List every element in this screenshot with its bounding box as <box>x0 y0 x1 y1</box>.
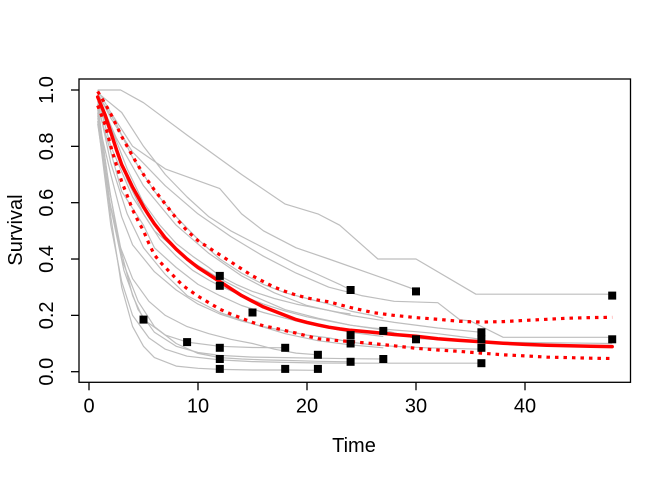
y-tick-label: 0.4 <box>36 245 58 273</box>
y-tick-label: 0.8 <box>36 132 58 160</box>
y-tick-label: 0.0 <box>36 358 58 386</box>
censor-mark <box>608 335 617 344</box>
y-tick-label: 0.2 <box>36 301 58 329</box>
individual-survival-curve <box>97 95 482 333</box>
censor-mark <box>139 315 148 324</box>
individual-survival-curve <box>97 112 318 371</box>
censor-mark <box>379 326 388 335</box>
censor-mark <box>608 291 617 300</box>
x-tick-label: 0 <box>83 395 94 417</box>
x-tick-label: 20 <box>296 395 318 417</box>
individual-survival-curve <box>97 118 482 350</box>
individual-survival-curve <box>97 101 384 349</box>
individual-survival-curve <box>97 89 613 295</box>
censor-mark <box>215 343 224 352</box>
censor-mark <box>477 359 486 368</box>
upper-ci-line <box>96 90 613 324</box>
individual-survival-curve <box>97 92 613 338</box>
x-tick-label: 40 <box>514 395 536 417</box>
plot-border <box>78 78 632 383</box>
individual-survival-curve <box>97 123 318 356</box>
individual-survival-curve <box>97 98 351 315</box>
censor-mark <box>346 339 355 348</box>
censor-mark <box>313 350 322 359</box>
individual-survival-curve <box>97 92 351 291</box>
censor-mark <box>346 286 355 294</box>
x-tick-label: 10 <box>187 395 209 417</box>
censor-mark <box>215 271 224 280</box>
censor-mark <box>281 364 290 373</box>
censor-mark <box>215 281 224 290</box>
censor-mark <box>215 355 224 363</box>
censor-mark <box>477 328 486 337</box>
censor-mark <box>346 331 355 340</box>
censor-mark <box>346 357 355 366</box>
censor-mark <box>477 335 486 344</box>
censor-mark <box>281 343 290 352</box>
y-tick-label: 1.0 <box>36 76 58 104</box>
censor-mark <box>215 364 224 373</box>
individual-survival-curve <box>97 120 482 364</box>
pooled-survival-line <box>95 95 614 349</box>
censor-mark <box>248 308 257 317</box>
x-axis-label: Time <box>332 435 376 457</box>
censor-mark <box>412 287 420 296</box>
individual-survival-curve <box>97 98 613 345</box>
censor-mark <box>313 364 322 373</box>
censor-mark <box>183 338 192 347</box>
lower-ci-line <box>96 104 613 361</box>
censor-mark <box>412 335 420 344</box>
y-axis-label: Survival <box>5 194 27 265</box>
censor-mark <box>477 343 486 352</box>
x-tick-label: 30 <box>405 395 427 417</box>
individual-survival-curve <box>97 101 482 340</box>
y-tick-label: 0.6 <box>36 189 58 217</box>
individual-survival-curve <box>97 89 417 291</box>
censor-mark <box>379 355 388 363</box>
